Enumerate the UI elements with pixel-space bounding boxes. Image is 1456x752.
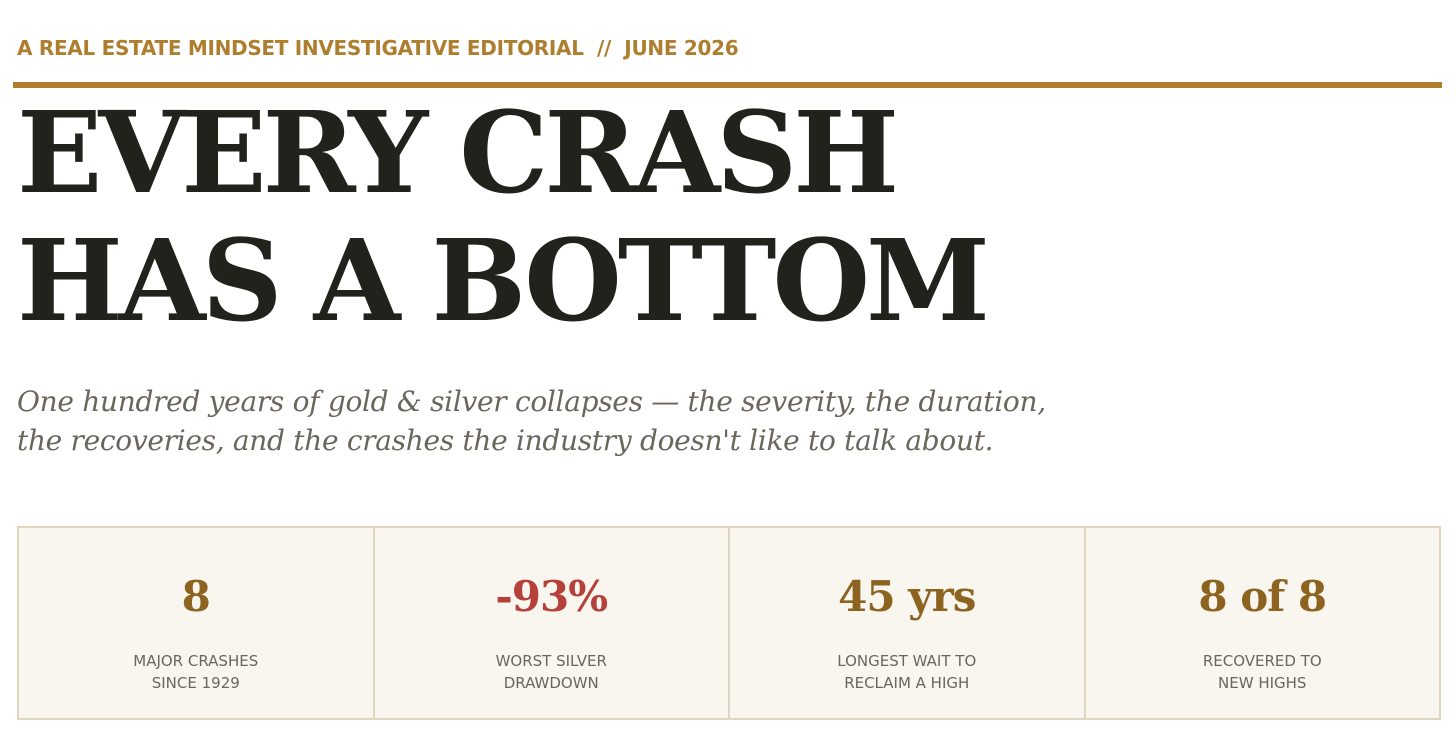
rule (13, 82, 1442, 88)
stat-value: 8 of 8 (1198, 572, 1327, 621)
stat-label: RECOVERED TO (1202, 652, 1322, 670)
kicker: A REAL ESTATE MINDSET INVESTIGATIVE EDIT… (17, 36, 739, 60)
stat-label: MAJOR CRASHES (133, 652, 259, 670)
stat-label: NEW HIGHS (1218, 674, 1307, 692)
stats-panel: 8 MAJOR CRASHES SINCE 1929 -93% WORST SILVER… (17, 526, 1441, 720)
stat-value: 45 yrs (838, 572, 976, 621)
stat-label: DRAWDOWN (503, 674, 599, 692)
stat-value: 8 (181, 572, 211, 621)
subtitle-line: the recoveries, and the crashes the indu… (17, 424, 994, 457)
stat-card: -93% WORST SILVER DRAWDOWN (372, 528, 729, 718)
stat-card: 45 yrs LONGEST WAIT TO RECLAIM A HIGH (728, 528, 1084, 718)
stat-card: 8 MAJOR CRASHES SINCE 1929 (19, 528, 373, 718)
title-line: HAS A BOTTOM (17, 216, 990, 347)
title-line: EVERY CRASH (17, 88, 899, 219)
stat-label: LONGEST WAIT TO (837, 652, 977, 670)
stat-value: -93% (495, 572, 608, 621)
stat-label: SINCE 1929 (151, 674, 240, 692)
subtitle-line: One hundred years of gold & silver colla… (17, 385, 1046, 418)
stat-card: 8 of 8 RECOVERED TO NEW HIGHS (1083, 528, 1440, 718)
stat-label: RECLAIM A HIGH (844, 674, 970, 692)
stat-label: WORST SILVER (495, 652, 607, 670)
